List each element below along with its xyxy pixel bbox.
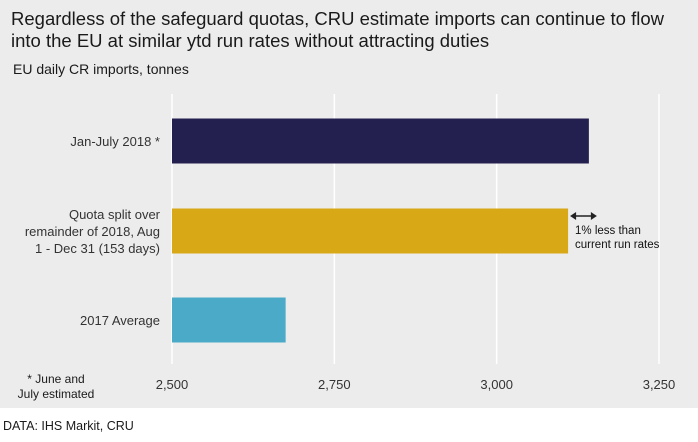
category-label: 2017 Average bbox=[80, 313, 160, 328]
chart-footnote: * June and July estimated bbox=[17, 372, 95, 401]
x-tick-label: 2,500 bbox=[156, 377, 189, 392]
annotation-arrowhead-left bbox=[570, 212, 577, 220]
chart-subtitle: EU daily CR imports, tonnes bbox=[13, 61, 189, 77]
category-label: Jan-July 2018 * bbox=[70, 134, 160, 149]
category-label: remainder of 2018, Aug bbox=[25, 224, 160, 239]
annotation-text: current run rates bbox=[575, 239, 660, 251]
bar bbox=[172, 208, 569, 254]
category-label: 1 - Dec 31 (153 days) bbox=[35, 241, 160, 256]
chart-title: Regardless of the safeguard quotas, CRU … bbox=[11, 8, 664, 51]
x-tick-label: 2,750 bbox=[318, 377, 351, 392]
chart-svg: Jan-July 2018 * Quota split over remainder… bbox=[25, 94, 676, 392]
bars bbox=[172, 118, 589, 343]
annotation: 1% less than current run rates bbox=[570, 212, 660, 251]
x-tick-label: 3,250 bbox=[643, 377, 676, 392]
bar bbox=[172, 118, 589, 164]
annotation-arrowhead-right bbox=[590, 212, 597, 220]
data-source: DATA: IHS Markit, CRU bbox=[3, 419, 134, 433]
category-label: Quota split over bbox=[69, 207, 161, 222]
chart-panel bbox=[0, 0, 698, 408]
x-tick-labels: 2,500 2,750 3,000 3,250 bbox=[156, 377, 676, 392]
x-tick-label: 3,000 bbox=[480, 377, 513, 392]
bar bbox=[172, 297, 286, 343]
category-labels: Jan-July 2018 * Quota split over remainder… bbox=[25, 134, 161, 328]
annotation-text: 1% less than bbox=[575, 225, 641, 237]
